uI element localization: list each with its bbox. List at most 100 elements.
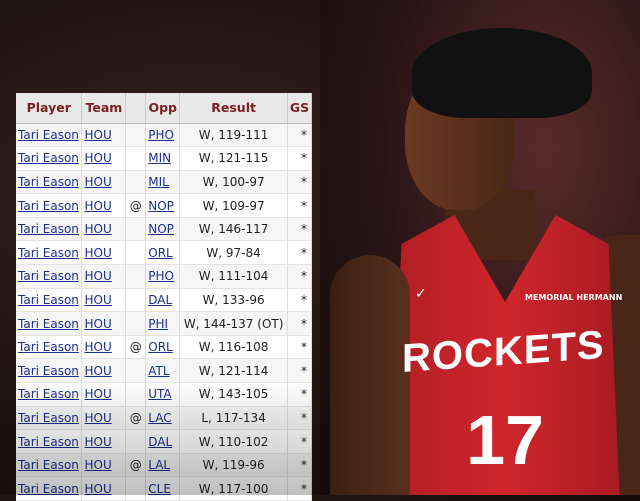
gs-cell: * [287,264,312,289]
team-link[interactable]: HOU [84,292,112,307]
player-link[interactable]: Tari Eason [18,222,79,237]
header-team[interactable]: Team [81,93,127,124]
table-row: Tari Eason HOU MIN W, 121-115 * [16,146,312,171]
player-link[interactable]: Tari Eason [18,245,79,260]
opponent-link[interactable]: UTA [148,387,172,402]
opponent-link[interactable]: PHO [148,269,174,284]
team-link[interactable]: HOU [84,269,112,284]
team-cell: HOU [81,358,127,384]
team-link[interactable]: HOU [84,151,112,166]
gs-cell: * [287,240,312,266]
opponent-link[interactable]: CLE [148,481,171,496]
team-link[interactable]: HOU [84,434,112,449]
team-link[interactable]: HOU [84,410,112,425]
player-link[interactable]: Tari Eason [18,340,79,355]
opponent-link[interactable]: ORL [148,245,173,260]
team-link[interactable]: HOU [84,316,112,331]
result-cell: W, 144-137 (OT) [179,311,289,336]
result-cell: W, 97-84 [179,240,289,266]
location-cell [125,217,147,242]
game-log-table: Player Team Opp Result GS Tari Eason HOU… [16,93,312,501]
table-row: Tari Eason HOU PHO W, 119-111 * [16,123,312,148]
player-link[interactable]: Tari Eason [18,127,79,142]
opponent-link[interactable]: ORL [148,340,173,355]
player-cell: Tari Eason [16,240,83,266]
player-cell: Tari Eason [16,358,83,384]
team-cell: HOU [81,170,127,195]
result-cell: W, 117-100 [179,476,289,501]
opp-cell: DAL [145,429,181,454]
team-link[interactable]: HOU [84,198,112,213]
player-link[interactable]: Tari Eason [18,458,79,473]
opponent-link[interactable]: NOP [148,198,174,213]
team-link[interactable]: HOU [84,363,112,378]
header-location[interactable] [125,93,147,124]
opponent-link[interactable]: LAC [148,410,172,425]
team-cell: HOU [81,406,127,431]
player-cell: Tari Eason [16,311,83,336]
player-link[interactable]: Tari Eason [18,174,79,189]
header-result[interactable]: Result [179,93,289,124]
player-link[interactable]: Tari Eason [18,292,79,307]
player-link[interactable]: Tari Eason [18,151,79,166]
table-row: Tari Eason HOU @ NOP W, 109-97 * [16,193,312,218]
player-link[interactable]: Tari Eason [18,410,79,425]
opponent-link[interactable]: ATL [148,363,170,378]
location-cell [125,382,147,407]
gs-cell: * [287,358,312,384]
player-link[interactable]: Tari Eason [18,316,79,331]
team-link[interactable]: HOU [84,222,112,237]
table-row: Tari Eason HOU @ LAL W, 119-96 * [16,453,312,478]
table-row: Tari Eason HOU @ ORL W, 116-108 * [16,335,312,360]
opponent-link[interactable]: PHO [148,127,174,142]
team-link[interactable]: HOU [84,481,112,496]
opp-cell: MIL [145,170,181,195]
opponent-link[interactable]: PHI [148,316,169,331]
opp-cell: ORL [145,240,181,266]
player-cell: Tari Eason [16,170,83,195]
player-link[interactable]: Tari Eason [18,198,79,213]
team-link[interactable]: HOU [84,387,112,402]
player-link[interactable]: Tari Eason [18,269,79,284]
location-cell: @ [125,453,147,478]
opponent-link[interactable]: LAL [148,458,171,473]
opp-cell: MIN [145,146,181,171]
player-photo: ✓ MEMORIAL HERMANN ROCKETS 17 [320,0,640,495]
player-link[interactable]: Tari Eason [18,434,79,449]
player-link[interactable]: Tari Eason [18,387,79,402]
gs-cell: * [287,382,312,407]
opp-cell: PHI [145,311,181,336]
team-link[interactable]: HOU [84,174,112,189]
player-link[interactable]: Tari Eason [18,363,79,378]
opponent-link[interactable]: DAL [148,292,173,307]
result-cell: W, 119-96 [179,453,289,478]
table-row: Tari Eason HOU PHI W, 144-137 (OT) * [16,311,312,336]
header-gs[interactable]: GS [287,93,312,124]
opponent-link[interactable]: MIN [148,151,172,166]
table-header: Player Team Opp Result GS [16,93,312,124]
player-cell: Tari Eason [16,146,83,171]
location-cell [125,358,147,384]
team-link[interactable]: HOU [84,340,112,355]
opp-cell: NOP [145,193,181,218]
header-opp[interactable]: Opp [145,93,181,124]
opponent-link[interactable]: NOP [148,222,174,237]
gs-cell: * [287,123,312,148]
location-cell [125,146,147,171]
opponent-link[interactable]: MIL [148,174,169,189]
team-cell: HOU [81,429,127,454]
team-cell: HOU [81,193,127,218]
team-cell: HOU [81,476,127,501]
team-link[interactable]: HOU [84,458,112,473]
team-link[interactable]: HOU [84,127,112,142]
player-link[interactable]: Tari Eason [18,481,79,496]
team-link[interactable]: HOU [84,245,112,260]
header-player[interactable]: Player [16,93,83,124]
opponent-link[interactable]: DAL [148,434,173,449]
gs-cell: * [287,476,312,501]
team-cell: HOU [81,453,127,478]
location-cell [125,476,147,501]
gs-cell: * [287,288,312,313]
team-cell: HOU [81,264,127,289]
result-cell: W, 121-114 [179,358,289,384]
